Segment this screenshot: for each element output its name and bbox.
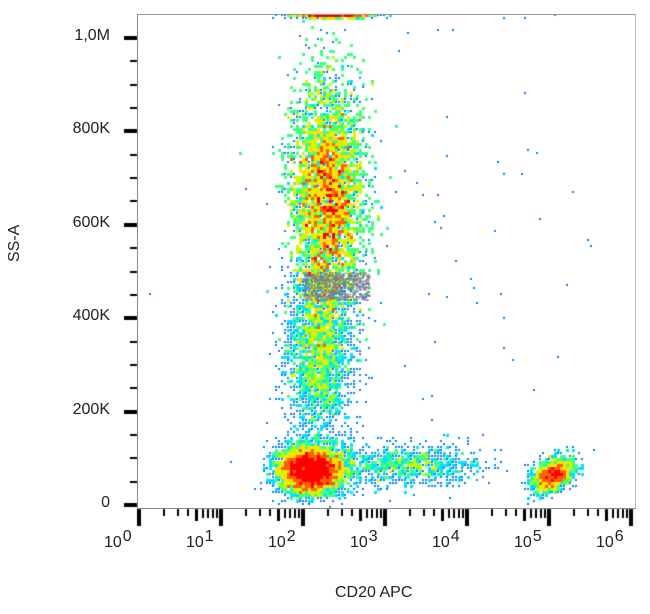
x-tick-label: 102 bbox=[268, 528, 296, 551]
x-tick-label: 105 bbox=[514, 528, 542, 551]
y-tick-label: 400K bbox=[72, 307, 110, 325]
y-tick-label: 1,0M bbox=[74, 27, 110, 44]
y-tick-label: 600K bbox=[72, 213, 110, 231]
y-tick-label: 800K bbox=[72, 120, 110, 138]
x-tick-label: 104 bbox=[432, 528, 460, 551]
x-tick-label: 106 bbox=[596, 528, 624, 551]
plot-area-frame bbox=[137, 14, 636, 509]
x-tick-label: 103 bbox=[350, 528, 378, 551]
y-axis-title: SS-A bbox=[6, 224, 23, 262]
y-tick-label: 0 bbox=[101, 494, 110, 511]
x-tick-label: 101 bbox=[186, 528, 214, 551]
x-tick-label: 100 bbox=[104, 528, 132, 551]
x-axis-title: CD20 APC bbox=[335, 584, 413, 601]
y-tick-label: 200K bbox=[72, 400, 110, 418]
